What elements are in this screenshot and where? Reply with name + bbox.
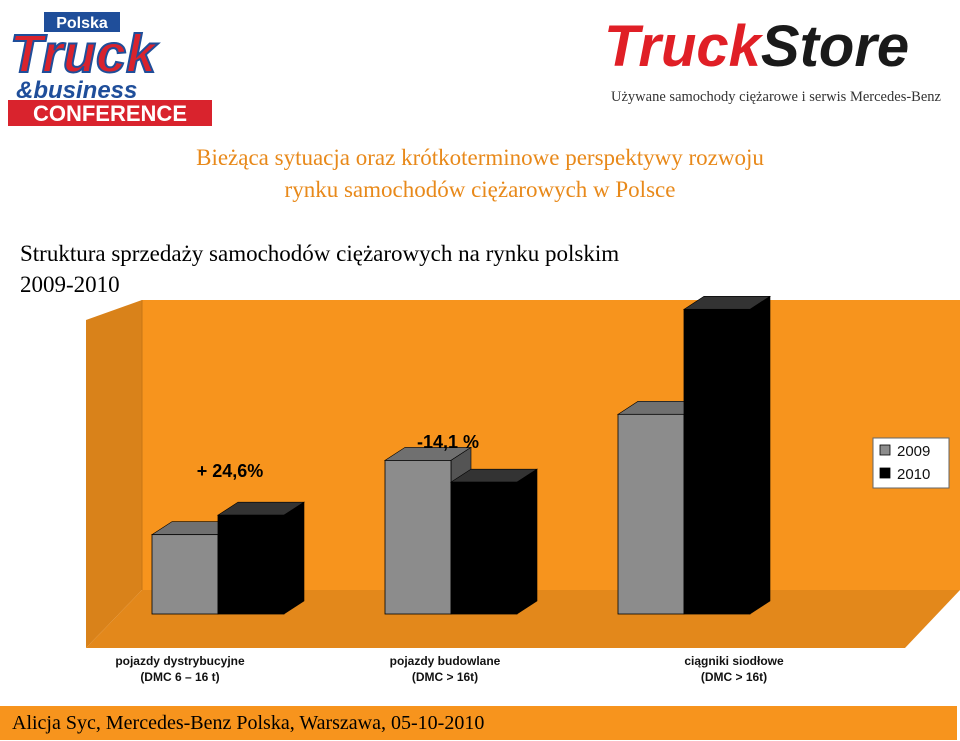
logo-left-line4: CONFERENCE [33,101,187,126]
annotation-3: + 52,5% [689,312,756,332]
footer-text: Alicja Syc, Mercedes-Benz Polska, Warsza… [12,712,485,734]
bar-side [749,296,771,615]
category-label-1: pojazdy dystrybucyjne [115,654,245,668]
polska-truck-business-conference-logo: Polska Truck &business CONFERENCE [4,6,216,128]
chart-heading-line1: Struktura sprzedaży samochodów ciężarowy… [20,241,620,266]
bar-side [283,501,305,615]
footer-bar: Alicja Syc, Mercedes-Benz Polska, Warsza… [0,706,957,740]
bar-2010-2 [449,468,539,615]
sales-structure-chart: + 24,6% -14,1 % + 52,5% pojazdy dystrybucy… [86,296,960,684]
truckstore-logo: TruckStore Używane samochody ciężarowe i… [604,14,941,105]
legend-label-2010: 2010 [897,466,930,483]
legend-swatch-2009 [879,444,891,456]
logo-left-line1: Polska [56,15,108,32]
chart-bars [150,296,772,615]
bar-front [151,534,219,615]
legend-swatch-2010 [879,467,891,479]
slide-title-line1: Bieżąca sytuacja oraz krótkoterminowe pe… [196,145,764,170]
bar-front [450,481,518,615]
category-sublabel-3: (DMC > 16t) [701,670,767,684]
category-sublabel-1: (DMC 6 – 16 t) [140,670,219,684]
legend-label-2009: 2009 [897,443,930,460]
bar-2010-1 [216,501,306,615]
bar-front [617,413,685,615]
chart-heading-line2: 2009-2010 [20,272,120,297]
chart-category-labels: pojazdy dystrybucyjne (DMC 6 – 16 t) pojaz… [115,654,784,684]
chart-heading: Struktura sprzedaży samochodów ciężarowy… [20,238,920,300]
bar-front [384,459,452,615]
logo-left-line3: &business [16,77,137,104]
bar-2010-3 [682,296,772,615]
annotation-2: -14,1 % [417,432,479,452]
category-sublabel-2: (DMC > 16t) [412,670,478,684]
slide-title-line2: rynku samochodów ciężarowych w Polsce [284,177,676,202]
truckstore-tagline: Używane samochody ciężarowe i serwis Mer… [611,89,941,105]
truckstore-wordmark: TruckStore [604,14,909,79]
bar-front [217,514,285,615]
category-label-2: pojazdy budowlane [390,654,501,668]
annotation-1: + 24,6% [197,461,264,481]
bar-front [683,308,751,615]
chart-annotations: + 24,6% -14,1 % + 52,5% [197,312,756,481]
bar-side [516,468,538,615]
category-label-3: ciągniki siodłowe [684,654,784,668]
chart-legend: 2009 2010 [872,437,950,489]
logo-left-line2: Truck [10,24,159,84]
slide-title: Bieżąca sytuacja oraz krótkoterminowe pe… [0,142,960,206]
chart-left-wall [86,300,142,648]
truckstore-part1: Truck [604,14,764,79]
truckstore-part2: Store [761,14,909,79]
